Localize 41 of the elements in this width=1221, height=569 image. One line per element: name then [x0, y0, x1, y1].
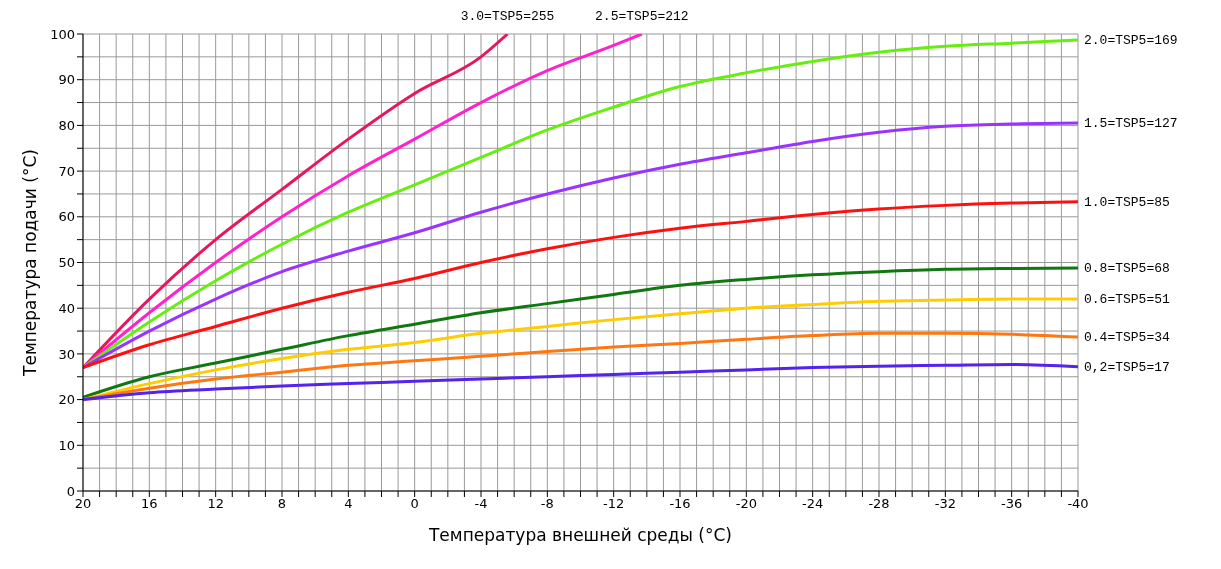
x-tick-label: -40: [1067, 496, 1089, 512]
x-tick-label: 0: [410, 496, 419, 512]
x-tick-label: -28: [868, 496, 890, 512]
x-tick-label: 20: [74, 496, 92, 512]
x-tick-label: -8: [540, 496, 554, 512]
y-tick-label: 40: [58, 300, 75, 316]
x-tick-label: -16: [669, 496, 691, 512]
x-tick-label: -24: [802, 496, 824, 512]
line-series: [83, 266, 1078, 399]
series-label: 3.0=TSP5=255: [460, 9, 555, 24]
line-series: [83, 362, 1078, 402]
x-tick-label: -4: [474, 496, 488, 512]
y-tick-label: 100: [50, 26, 75, 42]
x-tick-label: -32: [934, 496, 956, 512]
series-label: 0,2=TSP5=17: [1084, 359, 1170, 375]
y-tick-label: 10: [58, 437, 75, 453]
series-label: 2.0=TSP5=169: [1084, 32, 1178, 48]
x-tick-label: -36: [1001, 496, 1023, 512]
y-tick-label: 80: [58, 118, 75, 134]
y-tick-label: 90: [58, 72, 75, 88]
y-tick-label: 30: [58, 346, 75, 362]
series-label: 1.5=TSP5=127: [1084, 116, 1178, 132]
series-label: 0.4=TSP5=34: [1084, 329, 1171, 345]
line-series: [83, 200, 1078, 370]
series-label: 0.6=TSP5=51: [1084, 292, 1171, 308]
series-label: 1.0=TSP5=85: [1084, 194, 1170, 210]
x-tick-label: 12: [207, 496, 224, 512]
x-tick-label: -12: [603, 496, 625, 512]
y-axis-title: Температура подачи (°C): [20, 149, 41, 377]
series-label: 2.5=TSP5=212: [595, 9, 689, 24]
x-axis-title: Температура внешней среды (°C): [427, 525, 733, 545]
x-tick-label: 16: [141, 496, 158, 512]
x-tick-label: -20: [735, 496, 757, 512]
x-tick-label: 8: [277, 496, 287, 512]
x-tick-label: 4: [344, 496, 353, 512]
y-tick-label: 70: [58, 163, 75, 179]
y-tick-label: 20: [58, 392, 75, 408]
series-label: 0.8=TSP5=68: [1084, 260, 1170, 276]
y-tick-label: 50: [58, 255, 75, 271]
y-tick-label: 60: [58, 209, 75, 225]
y-tick-label: 0: [66, 483, 75, 499]
